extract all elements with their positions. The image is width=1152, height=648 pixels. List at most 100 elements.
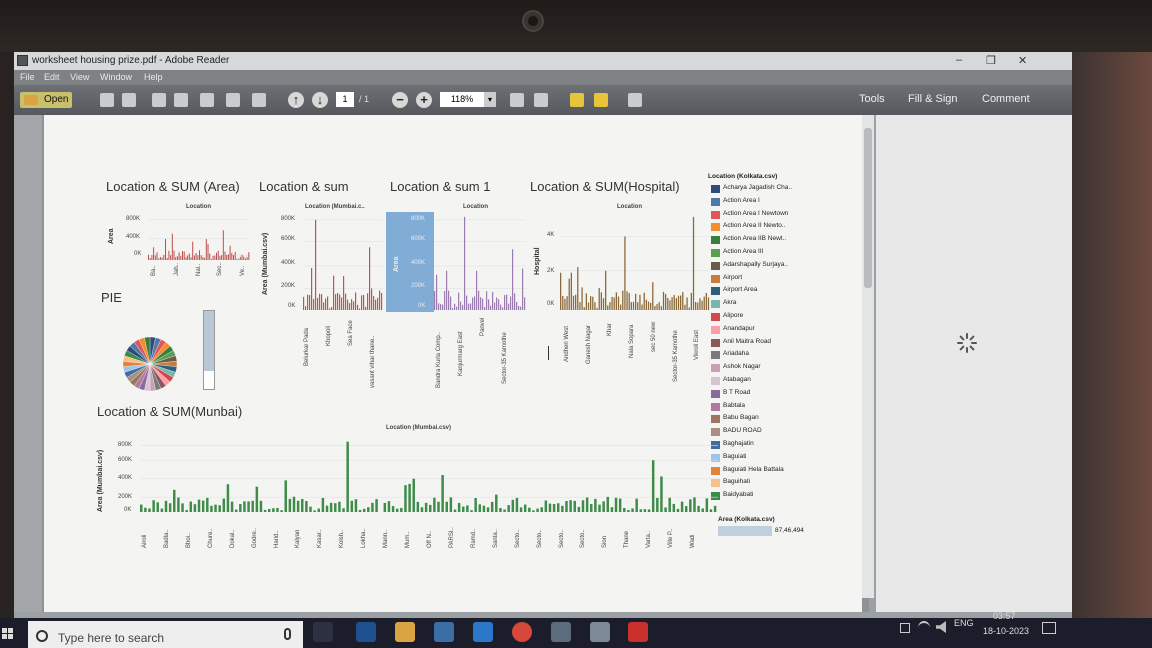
page-number-input[interactable]: 1: [336, 92, 354, 107]
scrollbar-thumb[interactable]: [864, 128, 872, 288]
windows-start-icon[interactable]: [2, 628, 14, 640]
legend-item[interactable]: Ashok Nagar: [711, 363, 821, 373]
legend-item[interactable]: Baguiati: [711, 453, 821, 463]
clock-date[interactable]: 18-10-2023: [983, 626, 1030, 636]
legend-item[interactable]: Ariadaha: [711, 350, 821, 360]
save-icon[interactable]: [200, 93, 214, 107]
volume-icon[interactable]: [936, 621, 946, 633]
cloud-icon[interactable]: [174, 93, 188, 107]
menu-help[interactable]: Help: [144, 72, 163, 82]
legend-item[interactable]: Baghajatin: [711, 440, 821, 450]
legend-item[interactable]: Baguiati Hela Battala: [711, 466, 821, 476]
bar: [626, 291, 628, 310]
legend-item[interactable]: Action Area III: [711, 248, 821, 258]
legend-item[interactable]: Acharya Jagadish Cha..: [711, 184, 821, 194]
menu-edit[interactable]: Edit: [44, 72, 60, 82]
notifications-icon[interactable]: [1042, 622, 1056, 634]
comment-icon[interactable]: [570, 93, 584, 107]
legend-item[interactable]: Action Area I Newtown: [711, 210, 821, 220]
print-icon[interactable]: [226, 93, 240, 107]
zoom-dropdown-icon[interactable]: ▾: [484, 92, 496, 107]
edge-icon[interactable]: [356, 622, 376, 642]
combine-icon[interactable]: [122, 93, 136, 107]
store-icon[interactable]: [434, 622, 454, 642]
sign-icon[interactable]: [594, 93, 608, 107]
legend-swatch: [711, 441, 720, 449]
create-pdf-icon[interactable]: [100, 93, 114, 107]
menu-view[interactable]: View: [70, 72, 90, 82]
bar: [331, 306, 333, 310]
app-icon-2[interactable]: [590, 622, 610, 642]
fit-page-icon[interactable]: [510, 93, 524, 107]
legend-item[interactable]: Babtala: [711, 402, 821, 412]
comment-button[interactable]: Comment: [982, 93, 1030, 105]
legend-item[interactable]: Babu Bagan: [711, 414, 821, 424]
legend-item[interactable]: Action Area IIB Newt..: [711, 235, 821, 245]
monitor-bezel-top: [0, 0, 1152, 52]
zoom-input[interactable]: 118%: [440, 92, 484, 107]
tools-button[interactable]: Tools: [859, 93, 885, 105]
legend-item[interactable]: Alipore: [711, 312, 821, 322]
close-button[interactable]: ✕: [1018, 55, 1028, 67]
file-explorer-icon[interactable]: [395, 622, 415, 642]
legend-item[interactable]: Airport: [711, 274, 821, 284]
microphone-icon[interactable]: [284, 628, 291, 640]
zoom-in-icon[interactable]: +: [416, 92, 432, 108]
sum1-y-tick: 400K: [411, 260, 426, 266]
bar: [665, 293, 667, 310]
wifi-icon[interactable]: [918, 621, 930, 635]
legend-item[interactable]: Atabagan: [711, 376, 821, 386]
app-icon[interactable]: [551, 622, 571, 642]
bar: [583, 307, 585, 310]
chrome-icon[interactable]: [512, 622, 532, 642]
expand-icon[interactable]: [628, 93, 642, 107]
adobe-reader-taskbar-icon[interactable]: [628, 622, 648, 642]
edit-icon[interactable]: [152, 93, 166, 107]
bar: [204, 257, 206, 260]
legend-item[interactable]: B T Road: [711, 389, 821, 399]
next-page-icon[interactable]: ↓: [312, 92, 328, 108]
legend-item[interactable]: BADU ROAD: [711, 427, 821, 437]
bar: [353, 301, 355, 310]
pie-size-slider[interactable]: [203, 310, 215, 390]
legend-item[interactable]: Akra: [711, 299, 821, 309]
task-view-icon[interactable]: [313, 622, 333, 642]
legend-item[interactable]: Anandapur: [711, 325, 821, 335]
taskbar-search-box[interactable]: [28, 621, 303, 648]
mail-icon[interactable]: [473, 622, 493, 642]
menu-window[interactable]: Window: [100, 72, 133, 82]
sum1-highlight-column[interactable]: [386, 212, 434, 312]
legend-size-title: Area (Kolkata.csv): [718, 516, 775, 523]
fill-sign-button[interactable]: Fill & Sign: [908, 93, 958, 105]
bar: [173, 250, 175, 260]
legend-item[interactable]: Action Area I: [711, 197, 821, 207]
clock-time[interactable]: 03:57: [993, 611, 1016, 621]
bar: [585, 293, 587, 310]
menu-file[interactable]: File: [20, 72, 35, 82]
legend-item[interactable]: Adarshapally Surjaya..: [711, 261, 821, 271]
bar: [329, 308, 331, 310]
bar: [357, 304, 359, 310]
zoom-out-icon[interactable]: −: [392, 92, 408, 108]
legend-item[interactable]: Anil Maitra Road: [711, 338, 821, 348]
bar: [391, 506, 395, 512]
bar: [693, 497, 696, 512]
full-screen-icon[interactable]: [534, 93, 548, 107]
restore-button[interactable]: ❐: [986, 55, 996, 67]
language-indicator[interactable]: ENG: [954, 618, 974, 628]
legend-item[interactable]: Action Area II Newto..: [711, 222, 821, 232]
bar: [677, 295, 680, 310]
legend-swatch: [711, 236, 720, 245]
battery-icon[interactable]: [900, 623, 910, 633]
legend-item[interactable]: Baguihati: [711, 478, 821, 488]
legend-item[interactable]: Baidyabati: [711, 491, 821, 501]
bar: [460, 301, 462, 310]
navigation-pane: [14, 115, 42, 612]
bar: [594, 498, 597, 512]
area-x-tick: Ba..: [151, 265, 157, 276]
email-icon[interactable]: [252, 93, 266, 107]
prev-page-icon[interactable]: ↑: [288, 92, 304, 108]
legend-item[interactable]: Airport Area: [711, 286, 821, 296]
open-button[interactable]: Open: [20, 92, 72, 108]
minimize-button[interactable]: –: [956, 54, 963, 66]
